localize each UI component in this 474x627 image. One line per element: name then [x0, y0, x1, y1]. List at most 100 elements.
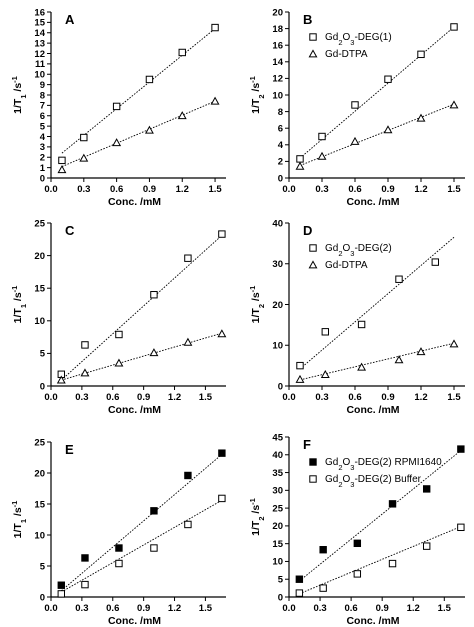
data-point-series-1: [295, 575, 304, 583]
x-tick-label: 1.2: [407, 603, 420, 614]
y-tick-label: 25: [34, 437, 45, 448]
data-point-series-1: [319, 546, 327, 554]
data-point-series-1: [351, 101, 359, 109]
y-tick-label: 10: [34, 70, 45, 81]
y-tick-label: 30: [272, 259, 283, 270]
data-point-series-2: [416, 347, 426, 356]
x-axis-title: Conc. /mM: [108, 615, 161, 627]
data-point-series-2: [317, 151, 327, 160]
data-point-series-2: [114, 358, 124, 367]
x-tick-label: 0.6: [106, 392, 119, 403]
data-point-series-2: [353, 570, 362, 578]
x-axis-title: Conc. /mM: [346, 404, 399, 416]
y-tick-label: 20: [34, 468, 45, 479]
data-point-series-1: [112, 102, 121, 111]
legend-label: Gd2O3-DEG(1): [325, 32, 392, 47]
y-tick-label: 0: [278, 173, 283, 184]
data-point-series-1: [115, 330, 123, 339]
x-tick-label: 1.2: [414, 184, 427, 195]
data-point-series-1: [145, 75, 154, 84]
data-point-series-2: [319, 584, 327, 592]
y-tick-label: 2: [278, 157, 283, 168]
data-point-series-1: [211, 23, 219, 32]
y-tick-label: 40: [272, 218, 283, 229]
y-tick-label: 6: [278, 124, 283, 135]
x-tick-label: 0.3: [77, 184, 90, 195]
data-point-series-2: [388, 559, 397, 568]
y-tick-label: 30: [272, 486, 283, 497]
data-point-series-1: [457, 445, 465, 453]
data-point-series-2: [449, 339, 459, 348]
x-tick-label: 0.6: [348, 392, 361, 403]
x-tick-label: 0.3: [75, 603, 88, 614]
fit-line-series-1: [61, 454, 223, 592]
data-point-series-1: [357, 320, 366, 329]
legend-label: Gd-DTPA: [325, 49, 368, 60]
data-point-series-2: [144, 125, 154, 134]
data-point-series-2: [416, 113, 426, 122]
legend-label: Gd2O3-DEG(2) Buffer: [325, 474, 422, 489]
x-tick-label: 1.5: [447, 392, 461, 403]
x-tick-label: 0.6: [106, 603, 119, 614]
data-point-series-1: [388, 500, 397, 508]
x-tick-label: 0.0: [44, 184, 57, 195]
data-point-series-1: [218, 230, 226, 238]
legend-marker: [309, 475, 317, 483]
y-tick-label: 1: [40, 163, 46, 174]
data-point-series-2: [449, 100, 459, 109]
fit-line-series-2: [299, 342, 455, 381]
fit-line-series-1: [60, 235, 223, 381]
data-point-series-2: [183, 337, 193, 346]
y-tick-label: 16: [272, 41, 283, 52]
y-tick-label: 3: [40, 142, 45, 153]
legend-marker: [309, 458, 317, 466]
x-tick-label: 0.6: [348, 184, 361, 195]
y-tick-label: 7: [40, 101, 45, 112]
y-axis-title: 1/T2 /s-1: [248, 76, 266, 114]
x-tick-label: 0.9: [137, 603, 150, 614]
y-tick-label: 4: [278, 140, 284, 151]
x-tick-label: 1.5: [199, 603, 213, 614]
panel-e: 0 5 10 15 20 25 0.0 0.3 0.6 0.9 1.2 1.5 Conc. /mM 1/T…: [10, 437, 226, 627]
data-point-series-2: [295, 589, 304, 597]
data-point-series-2: [218, 494, 226, 503]
legend-marker: [309, 33, 317, 41]
panel-d: 0 10 20 30 40 0.0 0.3 0.6 0.9 1.2 1.5 Conc. /mM 1/T2…: [248, 218, 465, 416]
data-point-series-2: [112, 138, 122, 147]
data-point-series-2: [149, 348, 159, 357]
data-point-series-2: [57, 590, 65, 598]
data-point-series-1: [318, 132, 326, 141]
data-point-series-2: [217, 329, 227, 338]
y-tick-label: 15: [272, 539, 283, 550]
legend-label: Gd-DTPA: [325, 260, 368, 271]
fit-line-series-2: [61, 332, 223, 381]
x-tick-label: 0.0: [282, 603, 295, 614]
fit-line-series-2: [299, 526, 462, 595]
y-tick-label: 16: [34, 7, 45, 18]
data-point-series-1: [57, 581, 65, 589]
y-tick-label: 0: [40, 381, 45, 392]
data-point-series-2: [295, 161, 305, 170]
y-tick-label: 2: [40, 153, 45, 164]
data-point-series-1: [184, 471, 192, 480]
x-tick-label: 0.0: [44, 603, 57, 614]
x-axis-title: Conc. /mM: [108, 404, 161, 416]
x-axis-title: Conc. /mM: [346, 196, 399, 208]
panel-letter: D: [303, 223, 312, 238]
data-point-series-2: [56, 375, 66, 384]
y-tick-label: 15: [34, 284, 45, 295]
fit-line-series-1: [299, 236, 455, 370]
data-point-series-2: [320, 369, 330, 378]
data-point-series-1: [431, 258, 440, 266]
panel-f: 0 5 10 15 20 25 30 35 40 45 0.0 0.3 0.6 0.9 1.2 1.5 Conc…: [248, 432, 465, 627]
legend-marker: [309, 244, 317, 252]
y-tick-label: 0: [40, 592, 45, 603]
data-point-series-2: [383, 125, 393, 134]
data-point-series-1: [450, 23, 458, 31]
x-tick-label: 1.2: [414, 392, 427, 403]
x-tick-label: 0.3: [315, 184, 328, 195]
y-tick-label: 0: [278, 381, 283, 392]
y-tick-label: 5: [278, 575, 284, 586]
y-axis-title: 1/T2 /s-1: [248, 498, 266, 536]
